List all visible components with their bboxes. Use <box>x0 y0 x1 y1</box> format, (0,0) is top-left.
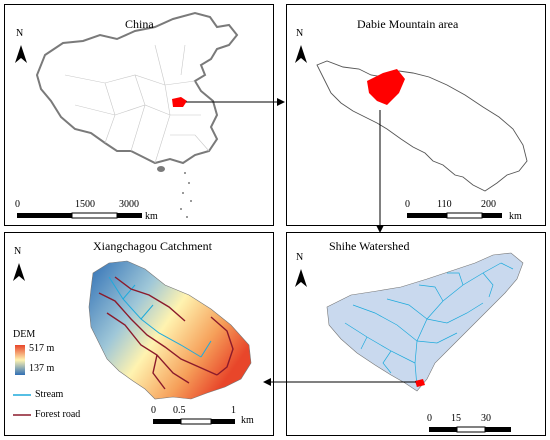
scale-label-max: 1 <box>231 405 236 416</box>
scale-label-mid: 110 <box>437 199 452 210</box>
north-arrow-icon <box>15 45 27 63</box>
scale-label-max: 30 <box>481 413 491 424</box>
scale-label-0: 0 <box>15 199 20 210</box>
scale-label-mid: 15 <box>451 413 461 424</box>
dabie-core-highlight <box>367 69 405 105</box>
scale-label-max: 3000 <box>119 199 139 210</box>
north-label: N <box>16 28 24 39</box>
dabie-map-panel: Dabie Mountain area N 0 110 200 km <box>286 4 546 226</box>
scale-bar <box>17 212 142 219</box>
dem-legend-low: 137 m <box>29 363 55 374</box>
shihe-map <box>295 252 524 433</box>
scale-unit: km <box>241 415 254 426</box>
province-boundaries <box>64 44 210 164</box>
scale-label-0: 0 <box>151 405 156 416</box>
scale-bar <box>153 418 235 425</box>
stream-legend-label: Stream <box>35 389 64 400</box>
stream-network <box>108 276 212 358</box>
scale-label-mid: 0.5 <box>173 405 186 416</box>
catchment-map <box>13 260 252 425</box>
panel-title: Shihe Watershed <box>329 239 410 253</box>
scale-bar <box>429 426 511 433</box>
dabie-outline <box>316 60 528 192</box>
shihe-map-panel: Shihe Watershed N 0 15 30 <box>286 232 546 436</box>
north-arrow-icon <box>13 263 25 281</box>
scale-bar <box>407 212 502 219</box>
scale-unit: km <box>509 211 522 222</box>
panel-title: China <box>125 17 154 31</box>
north-label: N <box>296 252 304 263</box>
dem-legend-title: DEM <box>13 329 36 340</box>
china-map-panel: China N 0 1500 3000 km <box>4 4 274 226</box>
dabie-highlight-china <box>172 97 187 107</box>
panel-title: Xiangchagou Catchment <box>93 239 212 253</box>
south-china-sea-islands <box>157 166 192 218</box>
dem-surface <box>88 260 252 400</box>
watershed-area <box>326 252 524 392</box>
north-label: N <box>296 28 304 39</box>
scale-unit: km <box>145 211 158 222</box>
scale-label-max: 200 <box>481 199 496 210</box>
dem-legend-high: 517 m <box>29 343 55 354</box>
china-map <box>15 11 239 219</box>
catchment-map-panel: Xiangchagou Catchment N DEM 517 m 137 m … <box>4 232 274 436</box>
china-outline <box>35 11 239 165</box>
catchment-highlight <box>415 379 425 387</box>
north-label: N <box>14 246 22 257</box>
scale-label-mid: 1500 <box>75 199 95 210</box>
north-arrow-icon <box>295 269 307 287</box>
scale-label-0: 0 <box>405 199 410 210</box>
dabie-map <box>295 45 528 219</box>
scale-label-0: 0 <box>427 413 432 424</box>
dem-legend-ramp <box>15 345 25 375</box>
forest-road-network <box>98 276 234 390</box>
panel-title: Dabie Mountain area <box>357 17 459 31</box>
watershed-streams <box>344 262 514 388</box>
road-legend-label: Forest road <box>35 409 81 420</box>
north-arrow-icon <box>295 45 307 63</box>
